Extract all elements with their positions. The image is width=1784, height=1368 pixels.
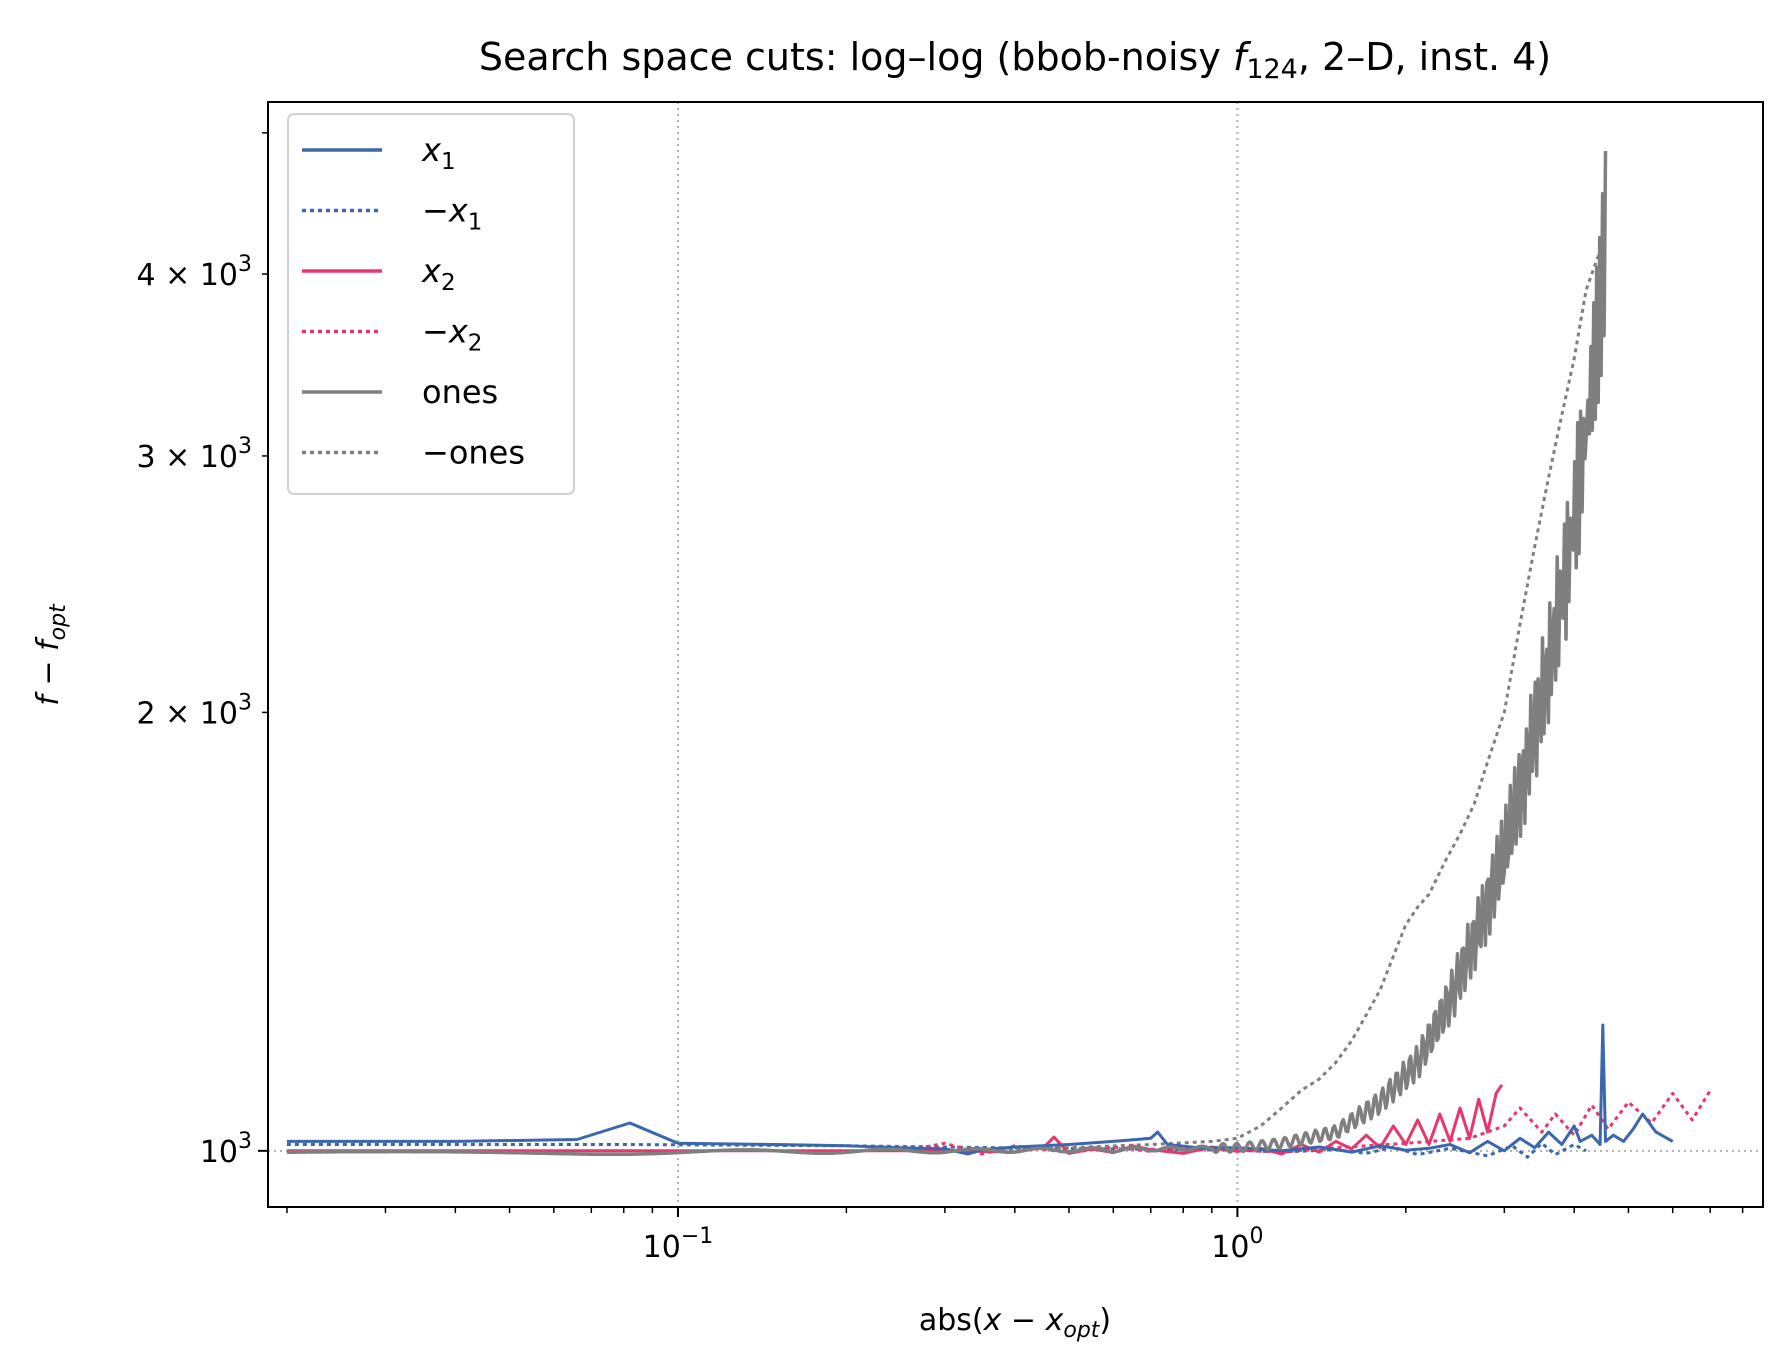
y-tick-label: 4 × 103 (137, 252, 252, 293)
series-line-ones (286, 150, 1608, 1157)
series-line-x1 (286, 1023, 1674, 1156)
series-line-ones (944, 242, 1605, 1153)
legend-label: x2 (421, 252, 456, 296)
legend-label: −x2 (422, 313, 482, 357)
legend-label: −x1 (422, 192, 482, 236)
x-tick-label: 10−1 (643, 1224, 714, 1265)
series-group (286, 150, 1712, 1159)
y-axis-ticks: 103 2 × 103 3 × 103 4 × 103 (137, 132, 268, 1170)
legend-label: x1 (421, 131, 456, 175)
chart-title: Search space cuts: log–log (bbob-noisy f… (479, 35, 1551, 85)
x-axis-label: abs(x − xopt) (919, 1303, 1111, 1343)
y-axis-label: f − fopt (31, 603, 71, 706)
y-tick-label: 103 (200, 1129, 252, 1170)
y-tick-label: 3 × 103 (137, 434, 252, 475)
y-tick-label: 2 × 103 (137, 690, 252, 731)
x-tick-label: 100 (1211, 1224, 1263, 1265)
x-axis-ticks: 10−1 100 (286, 1207, 1744, 1265)
legend-label: ones (422, 373, 498, 411)
legend: x1 −x1 x2 −x2 ones −ones (287, 113, 575, 495)
grid (268, 102, 1763, 1207)
legend-label: −ones (422, 434, 525, 472)
